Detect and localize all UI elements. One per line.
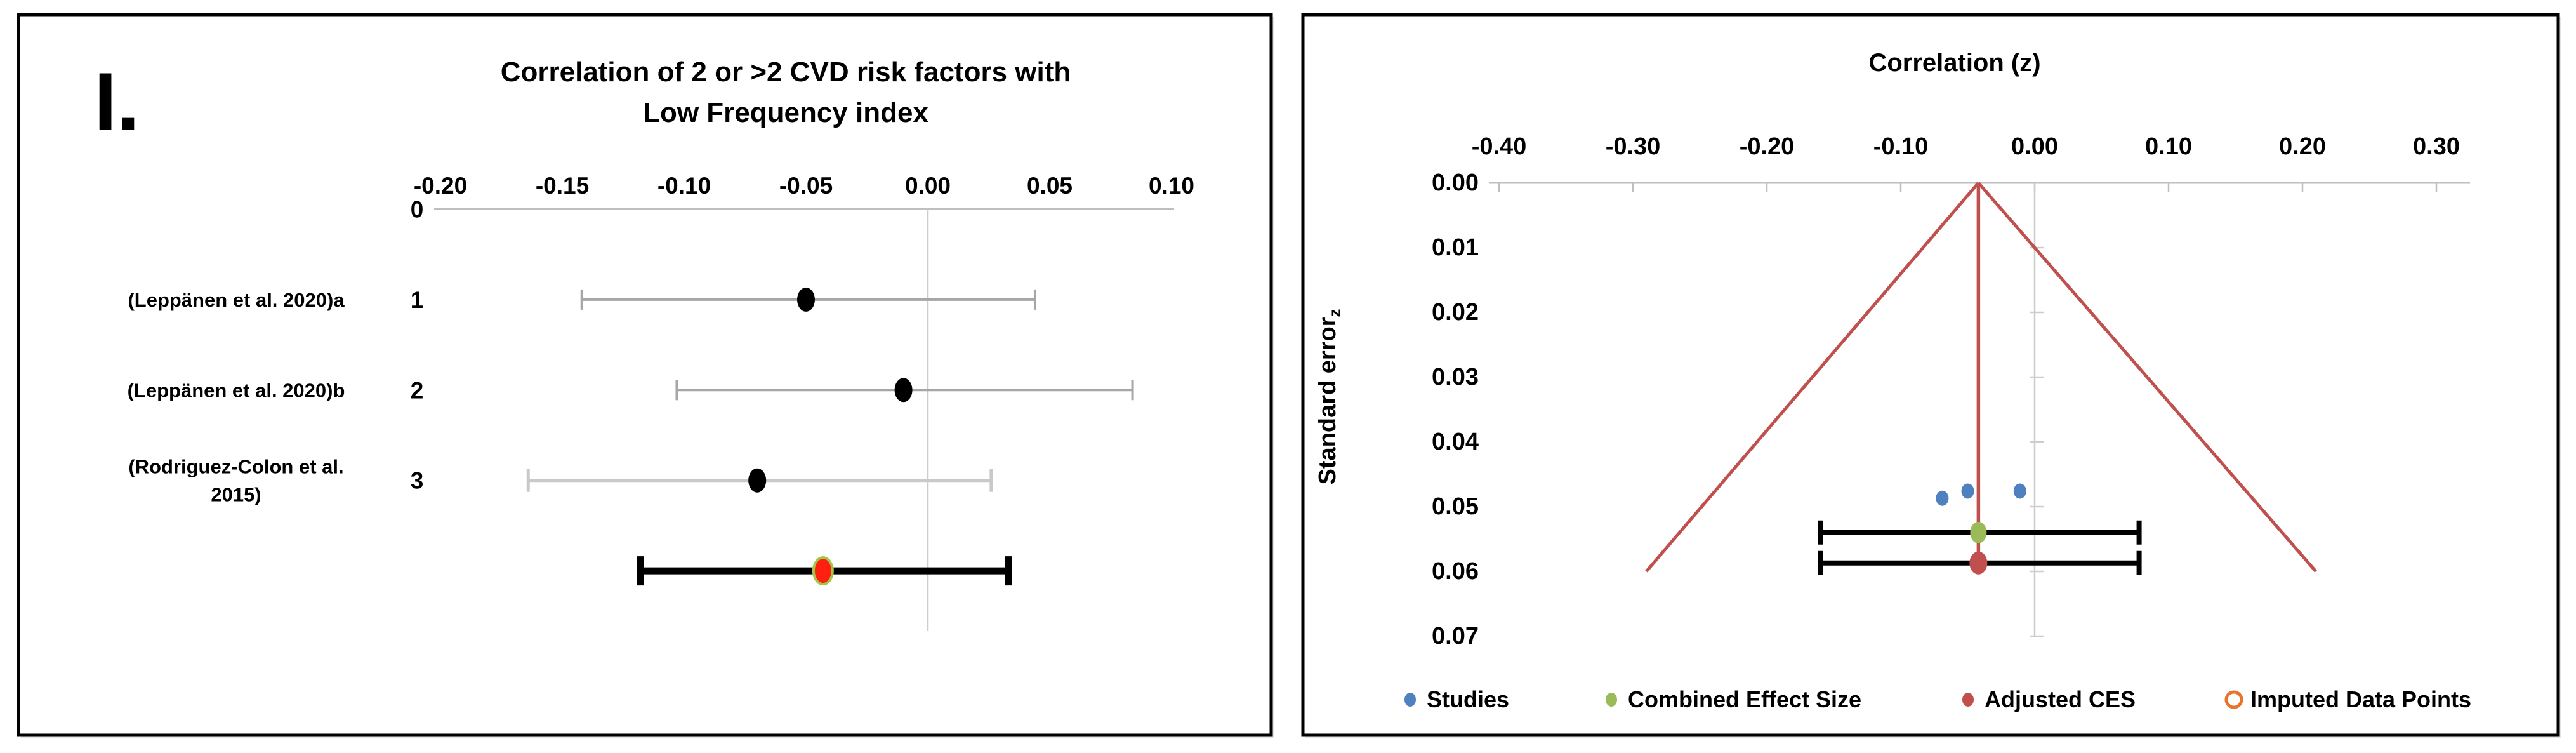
adjusted-ces-point xyxy=(1969,551,1988,575)
left-x-tick-label: -0.05 xyxy=(779,173,833,199)
left-chart-title-line2: Low Frequency index xyxy=(643,97,928,128)
left-x-tick-label: 0.05 xyxy=(1027,173,1073,199)
right-y-tick-label: 0.02 xyxy=(1432,299,1479,326)
legend-dot-icon xyxy=(1962,693,1974,707)
right-y-axis-title-sub: z xyxy=(1325,309,1344,317)
funnel-line-left xyxy=(1645,182,1980,573)
funnel-study-point xyxy=(2013,483,2026,499)
study-point xyxy=(797,287,815,312)
right-x-tick-label: 0.10 xyxy=(2145,133,2192,160)
left-y-row-label: 2 xyxy=(411,377,424,403)
legend-dot-icon xyxy=(1606,693,1617,707)
right-x-tick-label: 0.00 xyxy=(2011,133,2058,160)
right-x-tick-label: 0.20 xyxy=(2279,133,2326,160)
study-label-line2: 2015) xyxy=(211,484,261,506)
funnel-line-right xyxy=(1977,182,2317,573)
legend-dot-icon xyxy=(1404,693,1416,707)
study-label: (Leppänen et al. 2020)b xyxy=(128,379,345,401)
funnel-study-point xyxy=(1936,490,1949,506)
legend-label: Imputed Data Points xyxy=(2250,686,2471,712)
left-x-tick-label: -0.20 xyxy=(414,173,467,199)
left-panel-border xyxy=(17,13,1273,737)
legend-label: Adjusted CES xyxy=(1985,686,2136,712)
left-x-tick-label: -0.15 xyxy=(536,173,589,199)
left-y-row-label: 3 xyxy=(411,468,424,494)
right-x-tick-label: -0.40 xyxy=(1472,133,1527,160)
funnel-study-point xyxy=(1961,483,1974,499)
left-x-tick-label: 0.00 xyxy=(905,173,951,199)
left-y-row-label: 0 xyxy=(411,197,424,223)
right-y-tick-label: 0.00 xyxy=(1432,170,1479,196)
left-x-tick-label: 0.10 xyxy=(1149,173,1194,199)
study-point xyxy=(748,468,767,493)
left-x-tick-label: -0.10 xyxy=(657,173,711,199)
left-y-row-label: 1 xyxy=(411,287,424,313)
right-y-axis-title-main: Standard error xyxy=(1314,317,1341,484)
study-label-line1: (Rodriguez-Colon et al. xyxy=(128,456,343,478)
study-point xyxy=(894,378,913,403)
right-x-tick-label: -0.30 xyxy=(1606,133,1661,160)
right-y-tick-label: 0.03 xyxy=(1432,364,1479,390)
right-x-tick-label: -0.10 xyxy=(1873,133,1929,160)
legend-label: Studies xyxy=(1427,686,1509,712)
right-y-tick-label: 0.06 xyxy=(1432,558,1479,585)
study-label: (Leppänen et al. 2020)a xyxy=(128,289,345,311)
legend-label: Combined Effect Size xyxy=(1628,686,1861,712)
right-panel-border xyxy=(1301,13,2560,737)
right-y-axis-title: Standard errorz xyxy=(1314,309,1344,485)
panel-label: I. xyxy=(94,55,140,148)
combined-effect-point xyxy=(1970,521,1987,543)
right-chart-title: Correlation (z) xyxy=(1868,49,2040,77)
legend-imputed-ring-icon xyxy=(2224,690,2243,709)
summary-point xyxy=(812,556,834,586)
right-y-tick-label: 0.04 xyxy=(1432,429,1479,455)
right-y-tick-label: 0.05 xyxy=(1432,493,1479,520)
right-x-tick-label: -0.20 xyxy=(1740,133,1795,160)
left-chart-title-line1: Correlation of 2 or >2 CVD risk factors … xyxy=(501,57,1071,88)
right-y-tick-label: 0.01 xyxy=(1432,234,1479,261)
right-x-tick-label: 0.30 xyxy=(2413,133,2460,160)
right-y-tick-label: 0.07 xyxy=(1432,623,1479,650)
